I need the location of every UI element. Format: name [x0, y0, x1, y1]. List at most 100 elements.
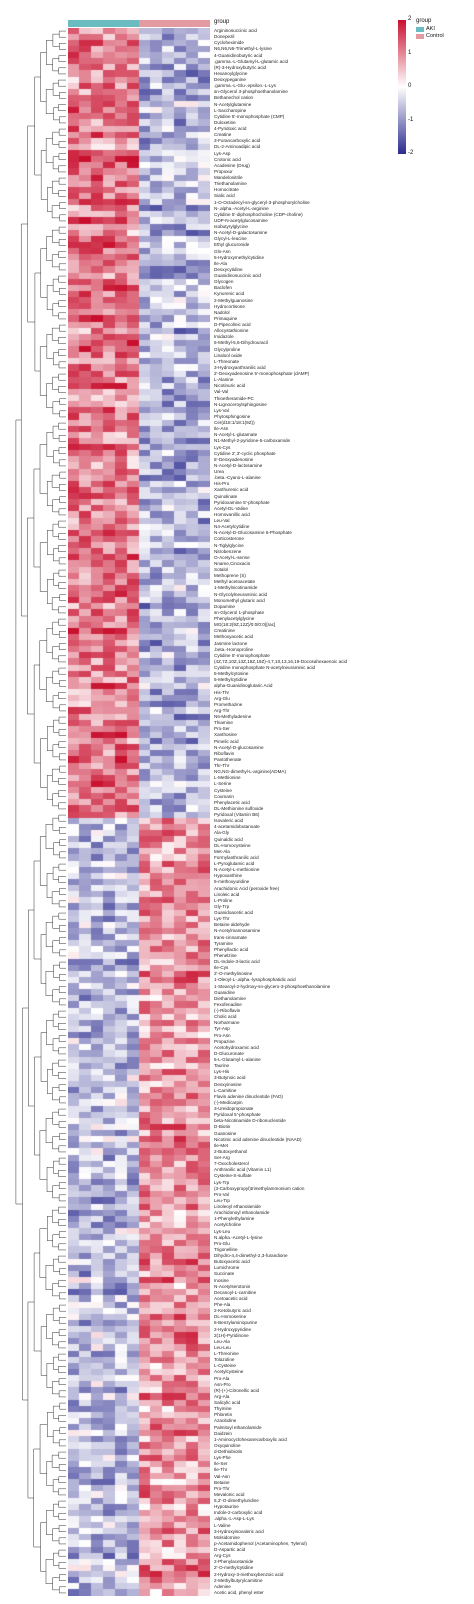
row-label: Hypoxanthine: [214, 873, 243, 879]
row-label: Acetoacetic acid: [214, 1295, 248, 1301]
row-label: (3-Carboxypropyl)trimethylammonium catio…: [214, 1185, 305, 1191]
row-label: Ile-Ser: [214, 1461, 228, 1467]
row-label: Cytidine 5'-monophosphate (CMP): [214, 113, 285, 119]
row-label: Arg-Glu: [214, 695, 230, 701]
row-label: 2-Ketobutyric acid: [214, 1308, 251, 1314]
row-label: Allocystathionine: [214, 328, 249, 334]
row-label: 4-Pyridoxic acid: [214, 126, 247, 131]
colorbar-tick: 2: [408, 16, 412, 22]
row-label: Acetyl-DL-Valine: [214, 505, 248, 511]
row-label: O-Acetyl-L-serine: [214, 554, 250, 560]
row-label: Deoxyinosine: [214, 1081, 242, 1087]
row-label: Creatinine: [214, 628, 235, 634]
row-label: Monomethyl glutaric acid: [214, 597, 265, 603]
row-label: 5-Methylcytosine: [214, 671, 249, 677]
row-label: L-Cysteine: [214, 1363, 236, 1369]
row-label: N-Acetyl-D-lactosamine: [214, 462, 263, 468]
row-label: Anthranilic acid (Vitamin L1): [214, 1167, 272, 1173]
row-label: Glycylproline: [214, 346, 241, 352]
row-label: Phenylacetic acid: [214, 799, 250, 805]
row-label: Riboflavin: [214, 750, 235, 756]
row-label: 4-Guanidinobutyric acid: [214, 52, 263, 58]
row-label: Thiamine: [214, 720, 233, 726]
row-label: D-Glucuronate: [214, 1050, 244, 1056]
row-label: Leu-Leu: [214, 1344, 231, 1350]
row-label: Salicylic acid: [214, 1400, 241, 1405]
colorbar-tick: -2: [408, 150, 414, 156]
row-label: 5-L-Glutamyl-L-alanine: [214, 1057, 261, 1062]
row-label: Succinate: [214, 1271, 235, 1277]
row-label: DL-Homoserine: [214, 1314, 247, 1320]
row-label: Pro-Thr: [214, 1485, 230, 1491]
row-label: Arg-Thr: [214, 707, 230, 713]
row-label: Ethyl glucuronide: [214, 242, 250, 248]
row-label: Dopamine: [214, 603, 235, 609]
row-label: Asn-Pro: [214, 1381, 231, 1387]
row-label: .beta.-Homoproline: [214, 646, 254, 652]
row-label: Thymine: [214, 1406, 232, 1412]
row-label: Imidazole: [214, 334, 234, 340]
row-label: N-Acetyl-L-methionine: [214, 867, 260, 873]
row-label: Hexanoylglycine: [214, 70, 248, 76]
row-label: alpha-Guanidinoglutaric Acid: [214, 683, 273, 689]
row-label: L-Carnitine: [214, 1087, 237, 1093]
row-label: Quinolinate: [214, 493, 238, 499]
row-label: L-Methionine: [214, 775, 241, 781]
row-label: DL-Methionine sulfoxide: [214, 805, 264, 811]
row-label: Pro-Val: [214, 1191, 229, 1197]
row-label: Cholic acid: [214, 1014, 237, 1020]
row-label: Arg-Ala: [214, 1393, 230, 1399]
row-label: (-)-Medicarpin: [214, 1099, 243, 1105]
row-label: p-Acetamidophenol (Acetaminophen, Tyleno…: [214, 1540, 307, 1546]
row-label: Cytidine 5'-monophosphate: [214, 652, 270, 658]
row-label: Betaine: [214, 1479, 230, 1485]
row-label: Phenylacetylglycine: [214, 616, 255, 621]
row-label: Phytosphingosine: [214, 413, 251, 419]
row-label: UDP-N-acetylglucosamine: [214, 217, 268, 223]
row-label: Isobutyrylglycine: [214, 224, 248, 229]
row-label: .beta.-Cyano-L-alanine: [214, 475, 261, 481]
row-label: 2'-O-methylcytidine: [214, 1565, 254, 1571]
row-label: Ile-Met: [214, 1142, 229, 1148]
heatmap-cells: [68, 28, 210, 1596]
row-label: 3-Ureidopropionate: [214, 1106, 254, 1111]
row-label: Arachidonic Acid (peroxide free): [214, 885, 280, 891]
row-label: Pro-Ser: [214, 726, 230, 732]
row-label: Argininosuccinic acid: [214, 28, 257, 33]
row-label: Pimelic acid: [214, 738, 239, 744]
row-label: N-Acetyl-D-Glucosamine 6-Phosphate: [214, 530, 292, 536]
row-label: trans-cinnamate: [214, 934, 247, 940]
row-label: Cer(d18:1/18:1(9Z)): [214, 420, 255, 425]
row-label: Pro-Asn: [214, 1032, 231, 1038]
row-label: Primaquine: [214, 315, 238, 321]
colorbar-tick: 0: [408, 83, 412, 89]
row-label: Cytidine 2',3'-cyclic phosphate: [214, 450, 276, 456]
row-label: Cycloheximide: [214, 40, 244, 46]
row-label: L-Serine: [214, 781, 232, 787]
row-label: 1-Aminocyclohexanecarboxylic acid: [214, 1436, 287, 1442]
row-label: Methoxyacetic acid: [214, 634, 254, 640]
row-label: N6-Methyladenine: [214, 714, 252, 719]
row-label: N4-Acetylcytidine: [214, 524, 250, 530]
row-label: N-Acetylglutamine: [214, 101, 252, 107]
row-label: Linoleic acid: [214, 891, 240, 897]
row-label: Acadesine (Drug): [214, 162, 250, 168]
row-label: Phenyllactic acid: [214, 946, 249, 952]
row-label: Azacitidine: [214, 1418, 237, 1424]
row-label: Mevalonic acid: [214, 1491, 245, 1497]
row-label: 2-Hydroxypyridine: [214, 1326, 252, 1332]
row-label: Arg-Cys: [214, 1553, 231, 1559]
row-label: (R)-3-Hydroxybutyric acid: [214, 64, 267, 70]
row-label: Nicotinic acid adenine dinucleotide (NAA…: [214, 1136, 302, 1142]
row-label: L-Threonate: [214, 358, 240, 364]
row-label: Thr-Thr: [214, 763, 230, 768]
row-label: Betaine aldehyde: [214, 922, 250, 928]
row-label: 1-Oleoyl-L-.alpha.-lysophosphatidic acid: [214, 977, 296, 983]
row-label: Norharmane: [214, 1020, 240, 1026]
row-label: Formylanthranilic acid: [214, 854, 259, 860]
row-label: Lys-Val: [214, 407, 229, 413]
row-label: Guanosine: [214, 1130, 237, 1136]
row-label: Gly-Trp: [214, 903, 230, 909]
row-label: Val-Val: [214, 389, 229, 395]
row-label: 2-Butoxyethanol: [214, 1148, 248, 1154]
